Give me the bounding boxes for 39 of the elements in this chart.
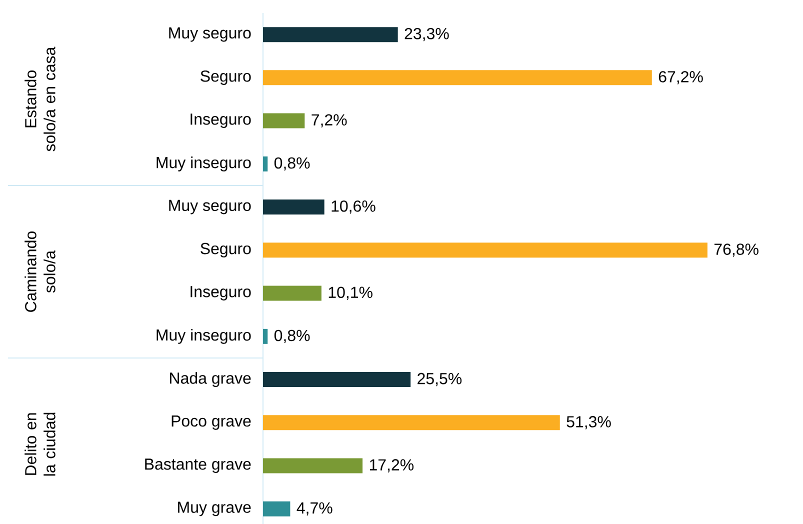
bar xyxy=(263,458,363,474)
data-label: 23,3% xyxy=(404,28,449,42)
bar xyxy=(263,328,268,344)
data-label: 0,8% xyxy=(274,157,310,171)
y-tick-label: Seguro xyxy=(200,242,251,258)
bar xyxy=(263,286,322,301)
y-tick-label: Nada grave xyxy=(170,372,251,388)
data-label: 17,2% xyxy=(370,459,414,472)
y-tick-label: Seguro xyxy=(200,70,251,85)
bar xyxy=(263,501,290,516)
data-label: 0,8% xyxy=(274,330,310,344)
bar xyxy=(263,242,708,258)
y-tick-label: Inseguro xyxy=(190,114,251,128)
y-tick-label: Muy inseguro xyxy=(156,156,251,172)
data-label: 76,8% xyxy=(714,244,758,257)
bar xyxy=(263,200,324,215)
bar xyxy=(263,415,560,430)
y-tick-label: Inseguro xyxy=(190,286,251,300)
y-tick-label: Bastante grave xyxy=(145,458,251,473)
text: Delito en la ciudad xyxy=(24,412,56,476)
y-tick-label: Muy grave xyxy=(178,502,251,516)
data-label: 10,1% xyxy=(328,286,372,300)
data-label: 7,2% xyxy=(312,114,347,128)
bar xyxy=(263,113,305,128)
y-tick-label: Muy inseguro xyxy=(156,328,251,344)
y-tick-label: Muy seguro xyxy=(169,27,251,42)
y-tick-label: Muy seguro xyxy=(169,200,251,214)
y-tick-label: Poco grave xyxy=(172,415,251,430)
text: Estando solo/a en casa xyxy=(24,46,56,152)
data-label: 67,2% xyxy=(658,71,703,84)
data-label: 51,3% xyxy=(566,416,611,430)
data-label: 25,5% xyxy=(418,372,462,386)
bar xyxy=(263,70,652,86)
bar xyxy=(263,27,398,42)
data-label: 10,6% xyxy=(332,200,376,214)
bar xyxy=(263,156,268,172)
bar xyxy=(263,372,411,388)
data-label: 4,7% xyxy=(296,502,332,516)
text: Caminando solo/a xyxy=(24,232,56,312)
